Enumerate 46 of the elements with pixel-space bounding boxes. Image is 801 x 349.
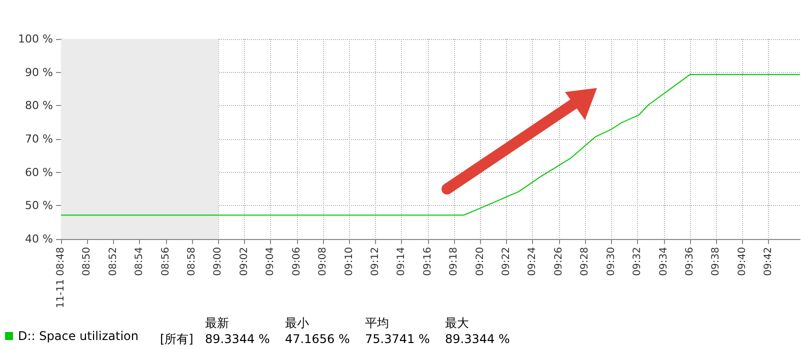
x-tick-label: 09:22: [501, 247, 512, 276]
y-tick-label: 80 %: [25, 99, 53, 112]
x-tick-label: 09:38: [710, 247, 722, 276]
line-series: [60, 74, 800, 216]
text: 47.1656 %: [285, 332, 350, 346]
x-tick-label: 09:36: [684, 247, 696, 276]
x-tick-label: 08:52: [108, 247, 119, 276]
x-tick-label: 09:28: [580, 247, 591, 276]
x-tick-label: 09:18: [448, 247, 460, 276]
x-tick-label: 09:00: [212, 247, 224, 276]
x-tick-label: 09:08: [318, 247, 329, 276]
x-tick-label: 09:14: [396, 247, 408, 276]
text: 75.3741 %: [365, 332, 430, 346]
y-tick-label: 50 %: [25, 199, 53, 212]
x-tick-label: 09:42: [763, 247, 774, 276]
text: 89.3344 %: [445, 332, 510, 346]
x-tick-label: 08:54: [134, 247, 146, 276]
x-tick-label: 09:20: [474, 247, 486, 276]
x-tick-label: 09:32: [632, 247, 643, 276]
text: 最新: [205, 316, 229, 330]
x-tick-label: 09:24: [527, 247, 538, 276]
text: 平均: [365, 316, 389, 330]
legend-label: D:: Space utilization: [18, 329, 138, 343]
text: 89.3344 %: [205, 332, 270, 346]
text: 最大: [445, 316, 469, 330]
x-tick-label: 11-11 08:48: [56, 247, 66, 308]
x-tick-label: 08:50: [82, 247, 93, 276]
y-tick-label: 40 %: [25, 232, 53, 246]
x-tick-label: 08:56: [160, 247, 172, 276]
x-tick-label: 09:02: [238, 247, 250, 276]
x-tick-label: 09:34: [658, 247, 670, 276]
y-tick-label: 90 %: [25, 66, 53, 79]
x-tick-label: 09:10: [344, 247, 355, 276]
x-tick-label: 09:16: [422, 247, 434, 276]
x-tick-label: 09:30: [606, 247, 617, 276]
x-tick-label: 09:04: [265, 247, 276, 276]
text: [所有]: [160, 332, 194, 346]
x-tick-label: 08:58: [186, 247, 198, 276]
x-tick-label: 09:12: [370, 247, 381, 276]
y-tick-label: 60 %: [25, 166, 53, 179]
x-tick-label: 09:06: [291, 247, 302, 276]
x-tick-label: 09:40: [736, 247, 748, 276]
text: 最小: [285, 316, 309, 330]
x-tick-label: 09:26: [553, 247, 564, 276]
y-tick-label: 70 %: [25, 132, 53, 146]
y-tick-label: 100 %: [18, 32, 53, 46]
